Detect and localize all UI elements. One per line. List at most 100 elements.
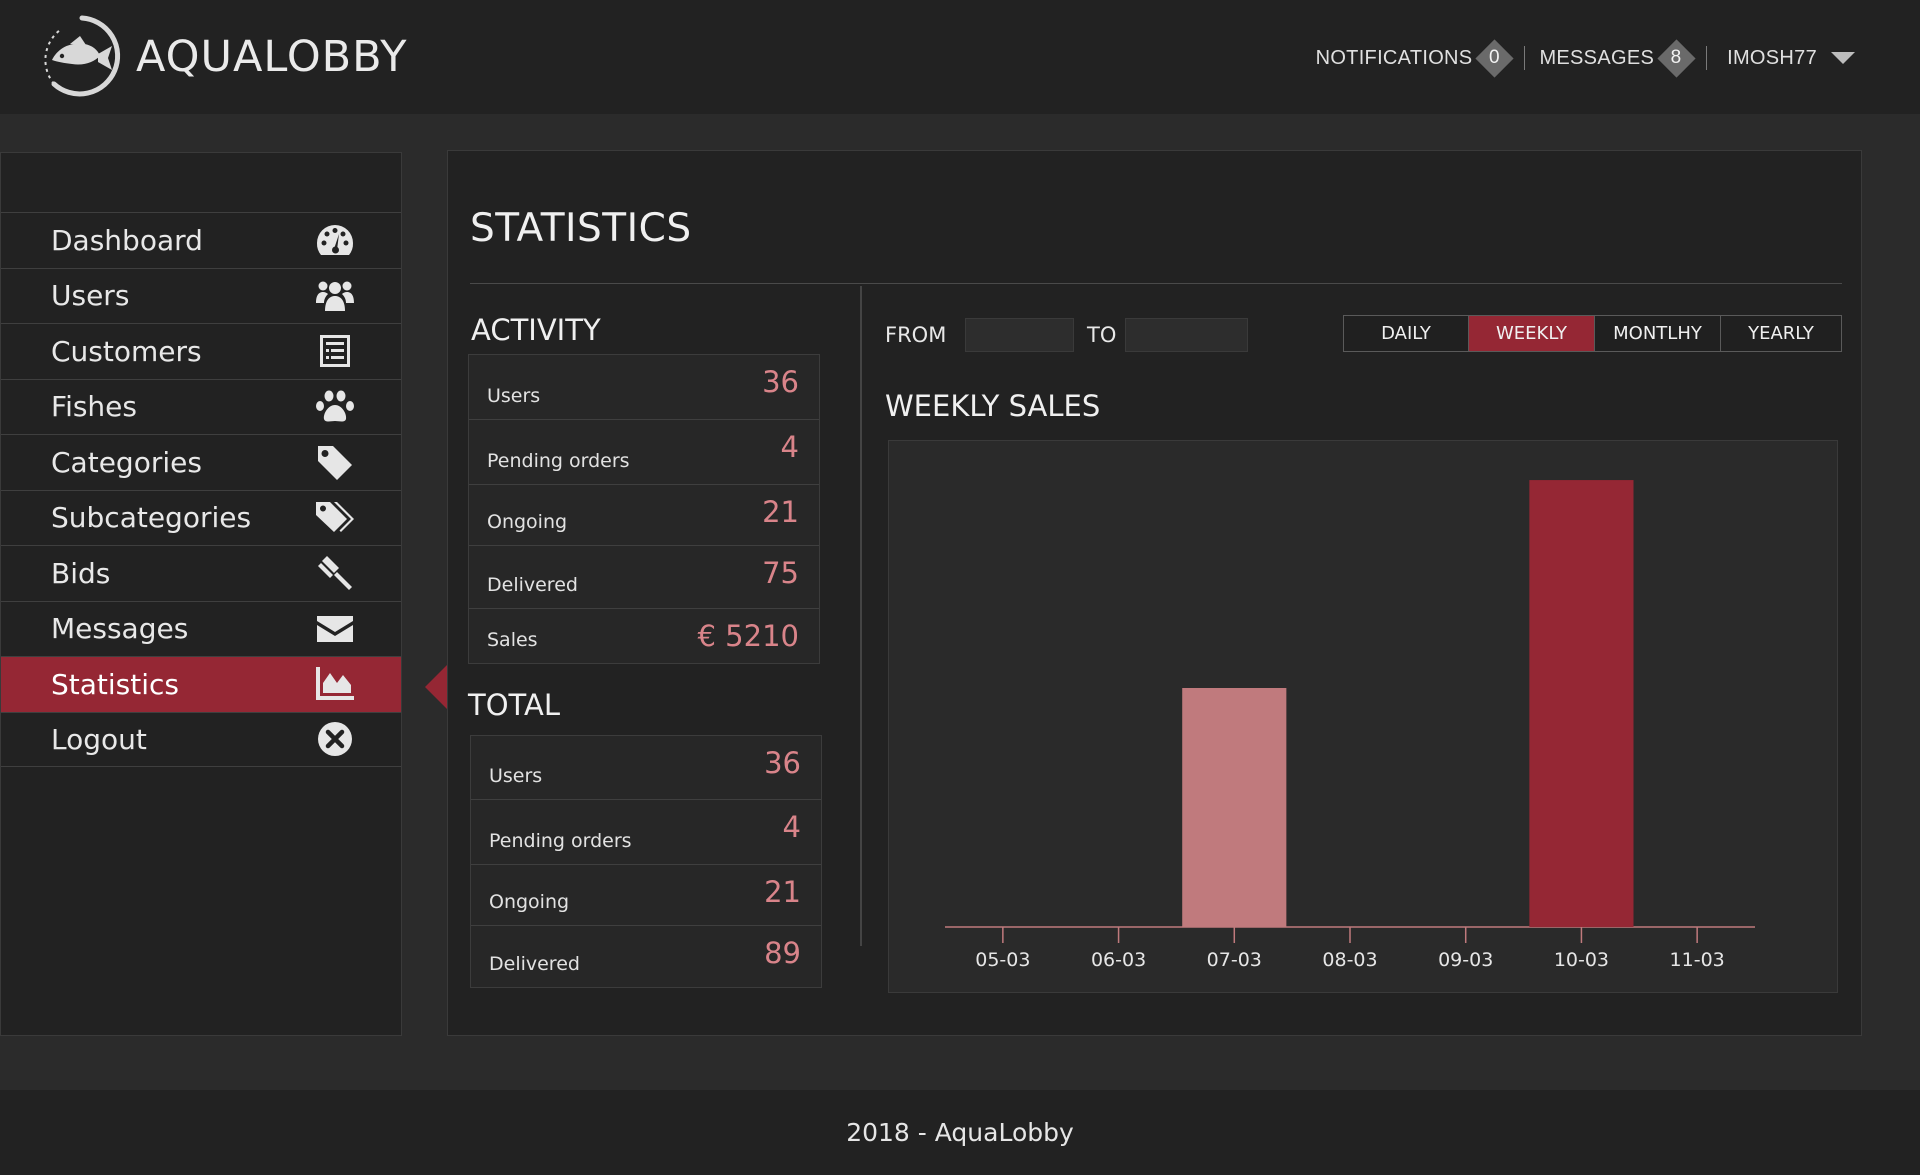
sidebar-item-categories[interactable]: Categories [1, 434, 401, 490]
sidebar-item-messages[interactable]: Messages [1, 600, 401, 657]
sidebar-item-fishes[interactable]: Fishes [1, 378, 401, 435]
messages-count: 8 [1670, 47, 1682, 68]
gavel-icon [313, 553, 357, 593]
activity-table: Users 36 Pending orders 4 Ongoing 21 Del… [468, 354, 820, 664]
table-row: Ongoing 21 [469, 484, 819, 545]
sidebar-item-label: Categories [51, 445, 202, 479]
x-tick-label: 10-03 [1554, 949, 1609, 971]
page-title: STATISTICS [470, 206, 692, 251]
stat-label: Sales [487, 629, 538, 651]
sidebar-item-label: Dashboard [51, 223, 203, 257]
stat-value: € 5210 [697, 619, 799, 653]
x-tick-label: 09-03 [1438, 949, 1493, 971]
total-table: Users 36 Pending orders 4 Ongoing 21 Del… [470, 735, 822, 988]
x-tick-label: 11-03 [1670, 949, 1725, 971]
top-header: AQUALOBBY NOTIFICATIONS 0 MESSAGES 8 IMO… [0, 0, 1920, 114]
chart-bar-07-03[interactable] [1182, 688, 1287, 927]
weekly-button[interactable]: WEEKLY [1468, 316, 1594, 351]
paw-icon [313, 387, 357, 427]
chevron-down-icon [1831, 52, 1855, 64]
period-toggle: DAILY WEEKLY MONTLHY YEARLY [1343, 315, 1842, 352]
sidebar-item-label: Users [51, 279, 130, 313]
sidebar-item-label: Bids [51, 556, 111, 590]
daily-button[interactable]: DAILY [1344, 316, 1468, 351]
table-row: Delivered 89 [471, 925, 821, 987]
x-tick-label: 07-03 [1207, 949, 1262, 971]
sidebar-item-label: Messages [51, 612, 189, 646]
table-row: Ongoing 21 [471, 864, 821, 925]
stat-label: Users [489, 765, 543, 787]
user-menu[interactable]: IMOSH77 [1727, 47, 1855, 70]
tag-icon [313, 442, 357, 482]
sidebar: Dashboard Users Customers Fishes Categor… [0, 152, 402, 1036]
to-date-input[interactable] [1125, 318, 1248, 352]
stat-value: 4 [780, 430, 799, 464]
sidebar-item-users[interactable]: Users [1, 267, 401, 324]
envelope-icon [313, 609, 357, 649]
messages-link[interactable]: MESSAGES 8 [1539, 38, 1696, 78]
chart-title: WEEKLY SALES [885, 389, 1101, 423]
tags-icon [313, 498, 357, 538]
footer: 2018 - AquaLobby [0, 1090, 1920, 1175]
stat-value: 36 [764, 746, 801, 780]
x-tick-label: 05-03 [975, 949, 1030, 971]
table-row: Sales € 5210 [469, 608, 819, 663]
nav-divider [1706, 46, 1708, 70]
stat-label: Users [487, 385, 541, 407]
users-group-icon [313, 276, 357, 316]
notifications-count-badge: 0 [1474, 38, 1514, 78]
sidebar-item-subcategories[interactable]: Subcategories [1, 489, 401, 546]
notifications-count: 0 [1489, 47, 1500, 68]
table-row: Users 36 [471, 736, 821, 799]
stat-label: Ongoing [489, 891, 570, 913]
active-item-pointer [425, 665, 447, 709]
to-label: TO [1087, 323, 1117, 347]
x-tick-label: 08-03 [1322, 949, 1377, 971]
notifications-link[interactable]: NOTIFICATIONS 0 [1316, 38, 1515, 78]
stat-value: 75 [762, 556, 799, 590]
chart-bar-10-03[interactable] [1529, 480, 1634, 927]
top-nav: NOTIFICATIONS 0 MESSAGES 8 IMOSH77 [1316, 38, 1855, 78]
stat-label: Pending orders [487, 450, 630, 472]
x-tick-label: 06-03 [1091, 949, 1146, 971]
table-row: Pending orders 4 [469, 419, 819, 484]
stat-label: Pending orders [489, 830, 632, 852]
sidebar-menu: Dashboard Users Customers Fishes Categor… [1, 212, 401, 767]
table-row: Pending orders 4 [471, 799, 821, 864]
stat-label: Delivered [489, 953, 580, 975]
messages-label: MESSAGES [1539, 46, 1655, 69]
yearly-button[interactable]: YEARLY [1720, 316, 1841, 351]
stat-label: Ongoing [487, 511, 568, 533]
total-title: TOTAL [468, 688, 560, 722]
table-row: Delivered 75 [469, 545, 819, 608]
activity-title: ACTIVITY [471, 313, 601, 347]
fish-logo-icon [44, 15, 121, 97]
title-divider [470, 283, 1842, 284]
weekly-sales-chart: 05-03 06-03 07-03 08-03 09-03 10-03 11-03 [888, 440, 1838, 993]
from-label: FROM [885, 323, 947, 347]
from-date-input[interactable] [965, 318, 1074, 352]
sidebar-item-statistics[interactable]: Statistics [1, 656, 401, 712]
sidebar-item-dashboard[interactable]: Dashboard [1, 212, 401, 268]
sidebar-item-label: Statistics [51, 667, 179, 701]
footer-text: 2018 - AquaLobby [846, 1118, 1074, 1147]
area-chart-icon [313, 664, 357, 704]
sidebar-item-customers[interactable]: Customers [1, 323, 401, 379]
statistics-panel: STATISTICS ACTIVITY Users 36 Pending ord… [447, 150, 1862, 1036]
messages-count-badge: 8 [1656, 38, 1696, 78]
customers-list-icon [313, 331, 357, 371]
stat-value: 36 [762, 365, 799, 399]
stat-value: 21 [762, 495, 799, 529]
stat-label: Delivered [487, 574, 578, 596]
dashboard-gauge-icon [313, 220, 357, 260]
sidebar-item-label: Customers [51, 334, 202, 368]
close-circle-icon [313, 719, 357, 759]
monthly-button[interactable]: MONTLHY [1594, 316, 1720, 351]
sidebar-item-logout[interactable]: Logout [1, 711, 401, 767]
sidebar-item-bids[interactable]: Bids [1, 545, 401, 601]
stat-value: 21 [764, 875, 801, 909]
stat-value: 89 [764, 936, 801, 970]
username-label: IMOSH77 [1727, 46, 1817, 69]
brand-logo[interactable]: AQUALOBBY [40, 12, 408, 102]
column-divider [860, 286, 862, 946]
